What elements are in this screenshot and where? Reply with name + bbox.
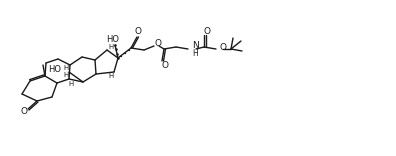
Text: H: H — [63, 72, 69, 78]
Text: O: O — [135, 27, 141, 37]
Text: H: H — [69, 81, 74, 87]
Text: HO: HO — [107, 34, 120, 44]
Text: O: O — [154, 39, 162, 49]
Text: O: O — [21, 107, 27, 117]
Text: H: H — [109, 73, 114, 79]
Text: O: O — [162, 61, 169, 70]
Text: O: O — [220, 42, 227, 51]
Text: HO: HO — [48, 64, 61, 73]
Text: O: O — [204, 27, 211, 36]
Text: H: H — [109, 44, 114, 50]
Text: H: H — [63, 65, 69, 71]
Text: N: N — [192, 41, 199, 51]
Text: H: H — [192, 49, 198, 58]
